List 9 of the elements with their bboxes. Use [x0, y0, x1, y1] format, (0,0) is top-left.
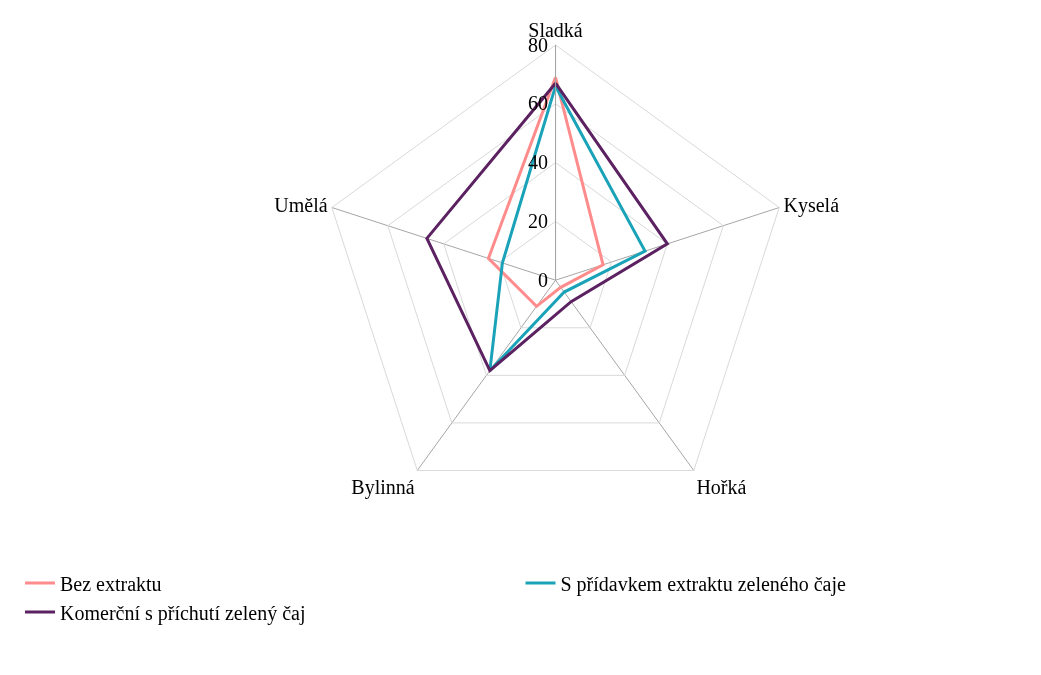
spoke-label: Umělá [274, 193, 328, 216]
spoke-label: Kyselá [783, 193, 840, 217]
legend-label: Bez extraktu [60, 572, 162, 595]
spoke-label: Bylinná [351, 476, 415, 500]
y-tick-label: 0 [538, 268, 549, 291]
spoke-label: Hořká [696, 476, 747, 499]
y-tick-label: 20 [528, 209, 549, 232]
legend-label: S přídavkem extraktu zeleného čaje [560, 572, 847, 596]
legend-label: Komerční s příchutí zelený čaj [60, 601, 306, 625]
